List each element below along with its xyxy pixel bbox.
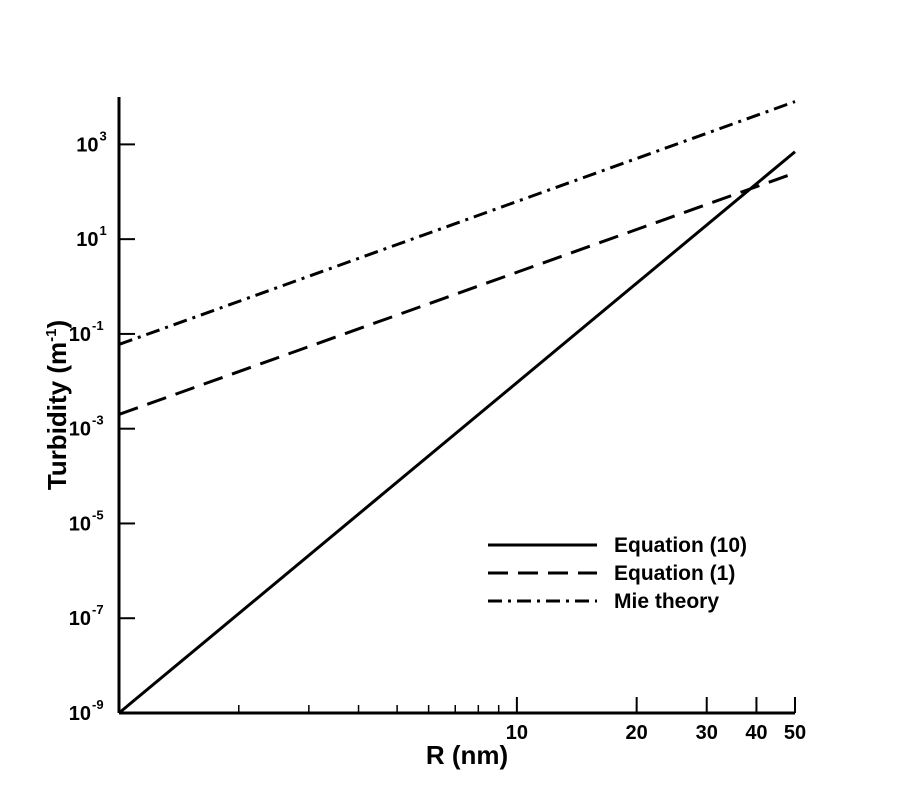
y-tick-label-2: 10 [69, 608, 91, 630]
y-tick-exponent-6: 1 [100, 223, 107, 238]
y-tick-exponent-4: -3 [92, 413, 104, 428]
x-tick-label-2: 20 [626, 722, 648, 744]
x-tick-label-4: 40 [745, 722, 767, 744]
y-tick-exponent-1: -9 [92, 697, 104, 712]
y-tick-label-3: 10 [69, 513, 91, 535]
legend: Equation (10) Equation (1) Mie theory [488, 534, 747, 613]
legend-label-2: Equation (1) [614, 562, 735, 585]
x-tick-label-5: 50 [784, 722, 806, 744]
series-line-3 [118, 100, 796, 346]
plot-area [118, 100, 796, 715]
y-tick-exponent-2: -7 [92, 602, 104, 617]
y-tick-label-6: 10 [76, 229, 98, 251]
y-tick-exponent-5: -1 [92, 318, 104, 333]
series-line-1 [118, 150, 796, 715]
series-line-2 [118, 171, 796, 416]
y-tick-label-7: 10 [76, 134, 98, 156]
y-tick-label-5: 10 [69, 324, 91, 346]
y-tick-exponent-7: 3 [100, 128, 107, 143]
y-tick-label-4: 10 [69, 419, 91, 441]
x-tick-label-3: 30 [696, 722, 718, 744]
y-axis-title: Turbidity (m-1) [42, 320, 72, 490]
legend-label-1: Equation (10) [614, 534, 747, 557]
x-tick-label-1: 10 [506, 722, 528, 744]
y-tick-exponent-3: -5 [92, 507, 104, 522]
y-tick-label-1: 10 [69, 703, 91, 725]
x-axis-title: R (nm) [426, 740, 508, 770]
legend-label-3: Mie theory [614, 590, 719, 613]
